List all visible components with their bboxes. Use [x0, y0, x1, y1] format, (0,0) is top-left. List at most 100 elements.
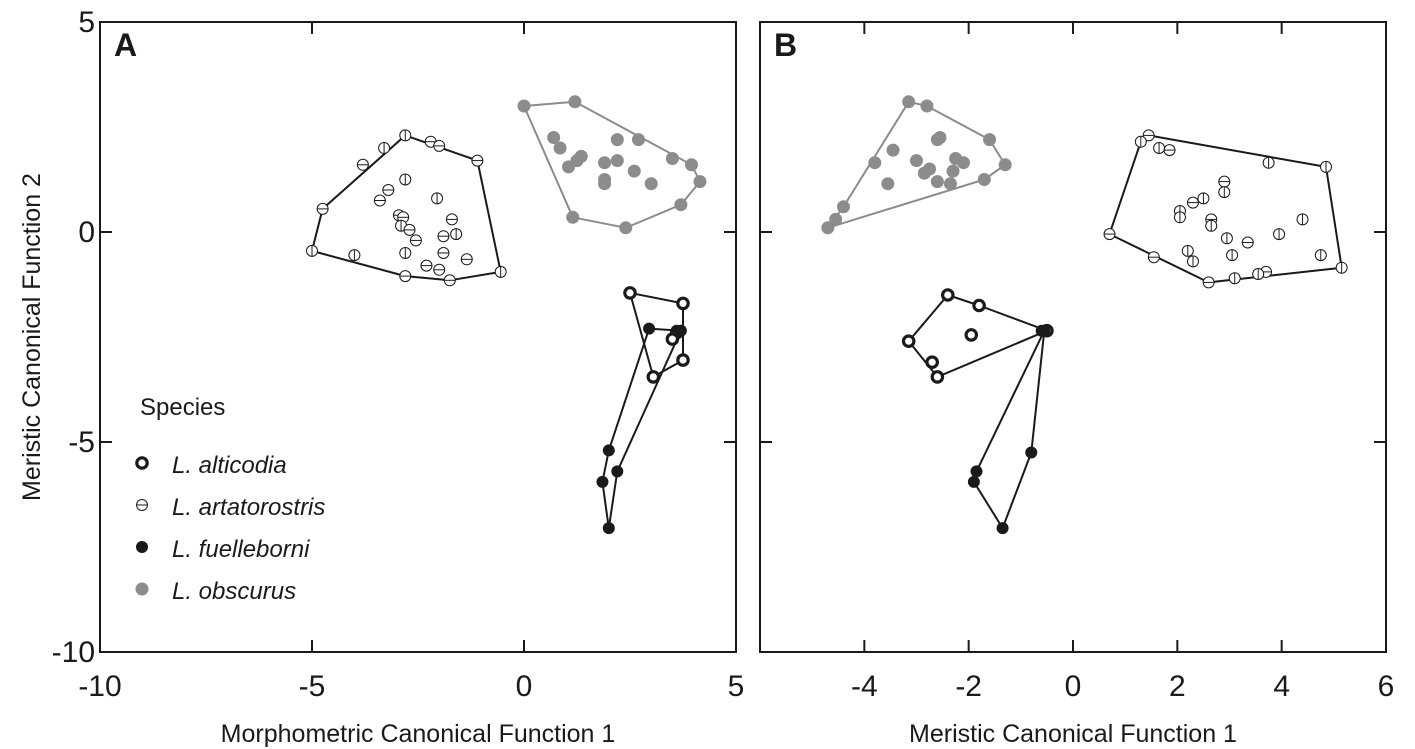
marker-dot: [643, 322, 656, 335]
point-l-obscurus: [821, 221, 835, 235]
point-l-fuelleborni: [1025, 446, 1038, 459]
point-l-artatorostris: [348, 249, 361, 262]
point-l-artatorostris: [1226, 249, 1239, 262]
point-l-artatorostris: [1142, 129, 1155, 142]
legend-item-l-artatorostris: L. artatorostris: [136, 494, 325, 521]
marker-dot: [562, 160, 576, 174]
point-l-obscurus: [562, 160, 576, 174]
point-l-artatorostris: [356, 158, 369, 171]
marker-dot: [881, 177, 895, 191]
point-l-obscurus: [553, 141, 567, 155]
panel-letter: B: [774, 27, 797, 63]
point-l-fuelleborni: [643, 322, 656, 335]
y-tick-label: 0: [78, 216, 95, 249]
marker-dot: [920, 99, 934, 113]
legend-item-l-alticodia: L. alticodia: [135, 452, 287, 479]
point-l-obscurus: [933, 131, 947, 144]
point-l-obscurus: [674, 198, 688, 212]
marker-dot: [910, 154, 923, 168]
point-l-fuelleborni: [967, 475, 980, 488]
x-tick-label: -10: [78, 670, 121, 703]
y-axis-title: Meristic Canonical Function 2: [18, 173, 46, 501]
marker-dot: [946, 164, 960, 178]
point-l-artatorostris: [399, 247, 412, 259]
x-tick-label: 5: [728, 670, 745, 703]
point-l-artatorostris: [1241, 236, 1254, 249]
point-l-obscurus: [829, 212, 843, 226]
point-l-obscurus: [868, 156, 882, 170]
point-l-obscurus: [983, 133, 997, 147]
marker-dot: [930, 175, 944, 189]
marker-dot: [977, 173, 991, 186]
legend-marker: [136, 499, 148, 511]
marker-dot: [598, 156, 612, 170]
point-l-artatorostris: [494, 265, 507, 278]
point-l-obscurus: [568, 95, 582, 109]
point-l-alticodia: [972, 298, 986, 313]
marker-dot: [619, 221, 633, 235]
hull-l-fuelleborni: [601, 327, 682, 530]
point-l-fuelleborni: [996, 522, 1009, 535]
point-l-artatorostris: [1296, 213, 1309, 226]
series-l-obscurus: [821, 95, 1012, 235]
point-l-obscurus: [684, 158, 698, 172]
point-l-artatorostris: [1181, 244, 1194, 257]
point-l-artatorostris: [1186, 196, 1199, 209]
marker-dot: [644, 177, 658, 191]
marker-ring: [646, 370, 661, 384]
point-l-artatorostris: [1186, 255, 1199, 268]
legend-label: L. fuelleborni: [172, 536, 310, 563]
panel-letter: A: [114, 27, 137, 63]
legend-marker: [136, 541, 148, 553]
point-l-artatorostris: [1173, 211, 1186, 224]
point-l-obscurus: [886, 143, 900, 157]
marker-dot: [996, 522, 1009, 535]
point-l-obscurus: [946, 164, 960, 178]
marker-dot: [983, 133, 997, 147]
point-l-obscurus: [930, 175, 944, 189]
marker-ring: [901, 334, 916, 348]
series-l-fuelleborni: [596, 322, 687, 535]
point-l-artatorostris: [382, 184, 395, 196]
point-l-obscurus: [665, 152, 679, 165]
series-l-artatorostris: [1103, 129, 1348, 289]
x-tick-label: 0: [1065, 670, 1082, 703]
point-l-alticodia: [930, 370, 945, 384]
marker-dot: [956, 156, 970, 170]
marker-dot: [1025, 446, 1038, 459]
point-l-artatorostris: [1252, 268, 1265, 280]
point-l-artatorostris: [409, 234, 422, 247]
point-l-artatorostris: [445, 213, 458, 226]
point-l-fuelleborni: [602, 444, 615, 457]
legend-label: L. artatorostris: [172, 494, 325, 521]
point-l-artatorostris: [433, 263, 446, 276]
point-l-artatorostris: [1134, 135, 1147, 148]
point-l-fuelleborni: [970, 465, 983, 478]
marker-ring: [964, 328, 979, 342]
marker-dot: [602, 444, 615, 457]
marker-dot: [1035, 324, 1048, 337]
point-l-artatorostris: [403, 223, 416, 236]
point-l-alticodia: [964, 328, 979, 342]
marker-dot: [135, 582, 149, 596]
marker-dot: [517, 99, 531, 113]
point-l-obscurus: [977, 173, 991, 186]
point-l-obscurus: [910, 154, 923, 168]
point-l-artatorostris: [420, 259, 433, 272]
legend-label: L. obscurus: [172, 578, 296, 605]
legend-title: Species: [140, 394, 225, 421]
series-l-fuelleborni: [967, 324, 1051, 535]
point-l-artatorostris: [1335, 261, 1348, 274]
point-l-artatorostris: [437, 230, 450, 243]
marker-dot: [598, 177, 612, 191]
point-l-artatorostris: [437, 247, 450, 259]
hull-l-artatorostris: [1108, 134, 1343, 284]
point-l-artatorostris: [306, 244, 318, 257]
marker-ring: [940, 288, 955, 302]
panel-b: -4 -2 0 2 4 6 B Meristic Canonical Function 1: [759, 21, 1394, 748]
point-l-obscurus: [598, 177, 612, 191]
point-l-artatorostris: [399, 173, 412, 186]
plot-frame: [759, 21, 1387, 653]
marker-dot: [665, 152, 679, 165]
